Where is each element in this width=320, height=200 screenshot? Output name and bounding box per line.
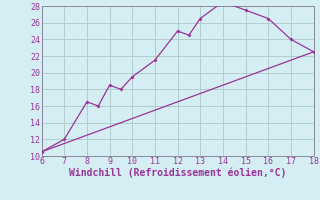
X-axis label: Windchill (Refroidissement éolien,°C): Windchill (Refroidissement éolien,°C) bbox=[69, 168, 286, 178]
